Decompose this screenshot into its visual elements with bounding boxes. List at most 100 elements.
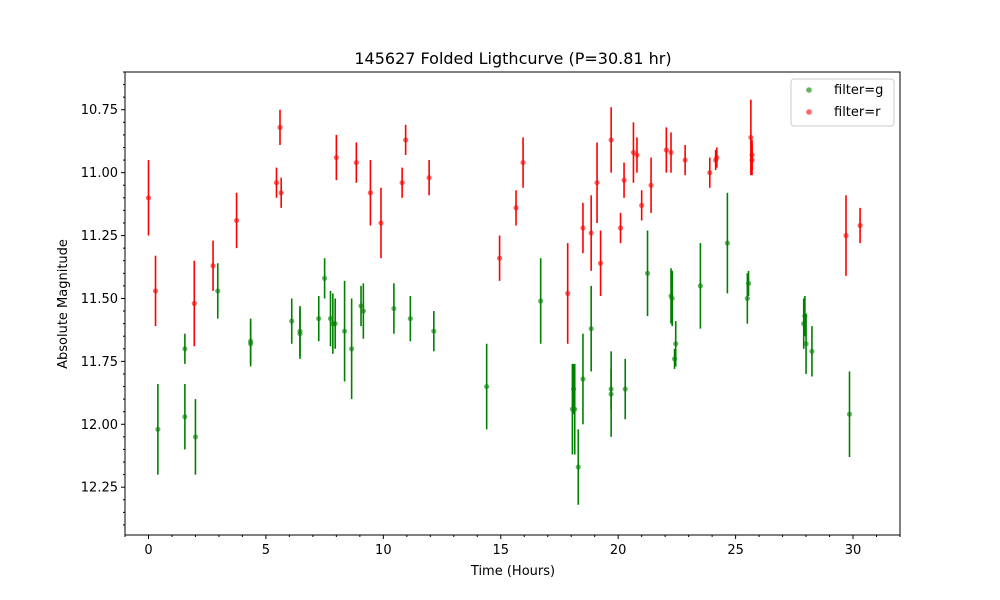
data-point [367, 190, 374, 196]
data-point [639, 202, 645, 208]
data-point [575, 464, 581, 470]
legend-box [790, 78, 895, 127]
data-point [608, 391, 614, 397]
data-point [327, 315, 334, 322]
data-point [289, 318, 295, 324]
y-axis-label: Absolute Magnitude [56, 239, 71, 369]
series-g [155, 192, 853, 505]
data-point [673, 341, 679, 347]
data-point [594, 180, 600, 186]
data-point [145, 195, 152, 201]
data-point [843, 232, 849, 239]
data-point [191, 300, 197, 307]
data-point [588, 326, 594, 332]
legend-label-r: filter=r [834, 105, 881, 120]
data-point [580, 225, 586, 231]
data-point [513, 205, 519, 211]
data-point [215, 288, 221, 294]
x-tick-label: 10 [375, 543, 392, 558]
data-point [588, 230, 594, 236]
data-point [744, 295, 750, 302]
data-point [803, 341, 809, 347]
y-tick-label: 12.25 [81, 481, 118, 496]
data-point [634, 152, 640, 158]
data-point [608, 137, 614, 143]
data-point [378, 220, 384, 226]
data-point [538, 298, 544, 304]
data-point [668, 149, 674, 156]
x-tick-label: 30 [845, 543, 862, 558]
x-tick-label: 0 [144, 543, 152, 558]
data-point [748, 134, 754, 141]
data-point [155, 426, 161, 432]
data-point [358, 303, 364, 309]
data-point [341, 328, 348, 334]
data-point [565, 290, 571, 297]
x-tick-label: 20 [610, 543, 627, 558]
data-point [210, 263, 216, 269]
data-point [669, 295, 675, 302]
data-point [431, 328, 437, 334]
data-point [644, 270, 651, 276]
data-point [278, 190, 284, 196]
data-point [322, 275, 328, 281]
x-tick-label: 15 [492, 543, 509, 558]
chart-title: 145627 Folded Ligthcurve (P=30.81 hr) [354, 49, 671, 68]
data-point [152, 288, 159, 294]
data-point [724, 240, 730, 246]
y-tick-label: 11.25 [81, 229, 118, 244]
data-point [277, 124, 283, 130]
data-point [332, 321, 338, 327]
data-point [663, 147, 669, 153]
data-point [273, 180, 280, 186]
y-tick-label: 11.75 [81, 355, 118, 370]
data-point [496, 255, 503, 261]
data-point [622, 386, 628, 392]
data-point [648, 182, 654, 188]
data-point [360, 308, 366, 314]
data-point [714, 154, 720, 161]
data-point [617, 225, 624, 231]
data-point [248, 341, 254, 347]
plot-area [145, 99, 863, 505]
data-point [426, 175, 432, 181]
data-point [391, 305, 397, 312]
axes-frame [124, 71, 901, 536]
data-point [192, 434, 199, 440]
y-tick-label: 11.00 [81, 166, 118, 181]
legend-label-g: filter=g [834, 83, 883, 98]
legend: filter=g filter=r [790, 78, 895, 127]
legend-marker-r [806, 109, 812, 115]
y-axis: 10.75 11.00 11.25 11.50 11.75 12.00 12.25 [81, 71, 125, 526]
data-point [182, 414, 188, 420]
data-point [484, 383, 490, 390]
data-point [353, 159, 359, 166]
data-point [745, 280, 752, 286]
data-point [520, 159, 526, 166]
data-point [809, 348, 815, 354]
data-point [182, 346, 188, 352]
data-point [572, 406, 578, 412]
data-point [403, 137, 409, 143]
data-point [580, 376, 586, 382]
data-point [597, 260, 604, 266]
y-tick-label: 11.50 [81, 292, 118, 307]
data-point [233, 217, 240, 224]
x-tick-label: 5 [262, 543, 270, 558]
data-point [846, 411, 853, 417]
y-tick-label: 12.00 [81, 418, 118, 433]
data-point [333, 154, 339, 161]
legend-marker-g [806, 87, 812, 93]
data-point [697, 283, 703, 289]
data-point [749, 157, 755, 163]
series-r [145, 99, 863, 347]
data-point [316, 315, 322, 322]
x-axis: 0 5 10 15 20 25 30 [124, 535, 901, 558]
data-point [707, 170, 713, 176]
data-point [857, 222, 863, 229]
x-axis-label: Time (Hours) [470, 564, 555, 579]
data-point [682, 157, 688, 163]
data-point [349, 346, 355, 352]
data-point [407, 315, 413, 322]
